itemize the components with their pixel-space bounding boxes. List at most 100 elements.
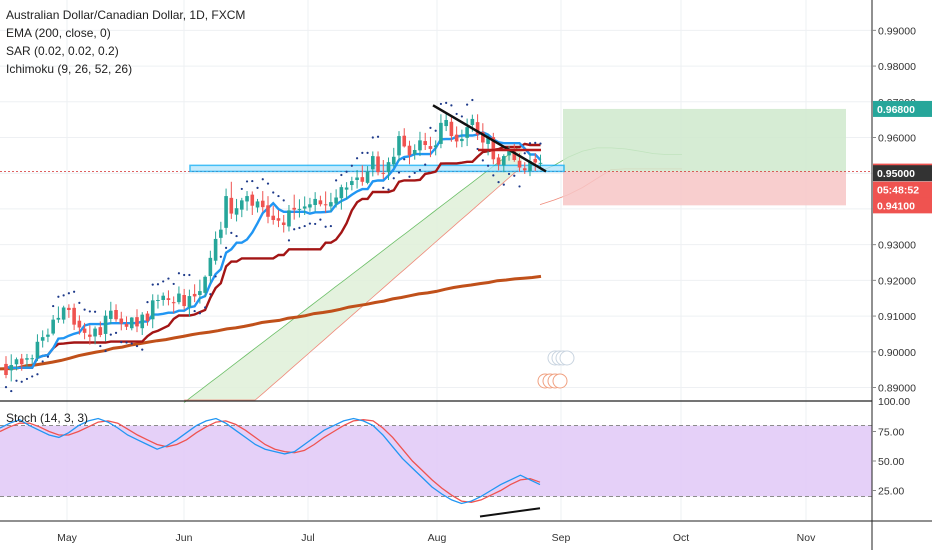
sar-dot	[434, 129, 437, 132]
sar-dot	[471, 98, 474, 102]
candle-down	[376, 156, 380, 173]
candle-up	[35, 341, 40, 358]
candle-up	[350, 181, 354, 185]
sar-dot	[298, 226, 301, 229]
sar-dot	[198, 312, 201, 315]
price-badge-label: 0.95000	[877, 168, 915, 180]
sar-dot	[319, 218, 322, 221]
candle-down	[496, 157, 501, 165]
time-tick-label: Jun	[176, 532, 193, 544]
price-tick-label: 0.92000	[878, 275, 916, 287]
candle-up	[156, 300, 160, 301]
sar-dot	[230, 231, 233, 234]
time-tick-label: Oct	[673, 532, 689, 544]
candle-up	[224, 196, 228, 228]
price-badge	[873, 197, 932, 214]
candle-down	[77, 320, 82, 328]
sar-dot	[25, 377, 29, 381]
price-tick-label: 0.99000	[878, 25, 916, 37]
candle-up	[203, 276, 207, 293]
stoch-d-line	[0, 419, 541, 503]
candle-down	[19, 358, 24, 365]
sar-dot	[424, 163, 427, 166]
candle-down	[250, 194, 255, 206]
sar-dot	[130, 342, 133, 345]
sar-dot	[125, 341, 128, 344]
candle-down	[323, 204, 328, 206]
sar-dot	[272, 191, 275, 194]
candle-up	[486, 137, 490, 144]
stoch-legend[interactable]: Stoch (14, 3, 3)	[6, 411, 89, 425]
candle-up	[391, 156, 396, 165]
candle-up	[460, 138, 464, 142]
candle-up	[528, 161, 532, 172]
sar-dot	[57, 295, 60, 298]
sar-dot	[172, 282, 175, 286]
sar-dot	[266, 182, 270, 185]
ichimoku-legend[interactable]: Ichimoku (9, 26, 52, 26)	[6, 62, 133, 76]
candle-up	[213, 238, 218, 261]
sar-dot	[324, 225, 327, 228]
candle-up	[397, 136, 401, 156]
symbol-title[interactable]: Australian Dollar/Canadian Dollar, 1D, F…	[6, 8, 246, 22]
sar-dot	[366, 151, 369, 154]
sar-dot	[455, 112, 458, 116]
sar-dot	[518, 185, 521, 188]
sar-dot	[523, 152, 526, 155]
candle-up	[308, 204, 312, 208]
candle-down	[292, 207, 296, 210]
sar-dot	[413, 171, 416, 174]
candle-up	[14, 359, 19, 365]
sar-dot	[93, 310, 97, 313]
sar-dot	[209, 293, 212, 296]
sar-dot	[62, 294, 65, 297]
sar-dot	[240, 187, 243, 191]
sar-dot	[303, 224, 306, 228]
candle-up	[51, 319, 55, 334]
sar-dot	[46, 355, 50, 358]
sar-dot	[466, 103, 469, 106]
sar-dot	[450, 104, 453, 107]
candle-up	[334, 197, 338, 204]
sar-dot	[256, 186, 259, 189]
sar-dot	[460, 115, 463, 118]
candle-up	[234, 208, 239, 215]
sar-dot	[513, 174, 516, 177]
sar-dot	[439, 102, 443, 106]
candle-down	[171, 302, 176, 304]
stoch-divergence-line	[479, 507, 541, 518]
time-tick-label: Jul	[301, 532, 314, 544]
sar-legend[interactable]: SAR (0.02, 0.02, 0.2)	[6, 44, 119, 58]
candle-down	[166, 298, 171, 300]
stoch-tick-label: 100.00	[878, 396, 910, 408]
candle-down	[533, 158, 538, 163]
sar-dot	[109, 333, 112, 336]
event-flag-icon	[559, 350, 575, 366]
sar-dot	[156, 283, 160, 286]
candle-down	[481, 132, 485, 143]
candle-up	[444, 120, 448, 127]
candle-down	[119, 318, 124, 324]
candle-up	[386, 162, 391, 173]
candle-up	[56, 317, 61, 320]
stoch-tick-label: 50.00	[878, 456, 904, 468]
sar-dot	[88, 310, 91, 313]
sar-dot	[219, 255, 222, 258]
candle-up	[161, 295, 165, 300]
sar-dot	[193, 309, 196, 313]
candle-up	[150, 300, 155, 320]
candle-up	[245, 196, 249, 202]
ema-legend[interactable]: EMA (200, close, 0)	[6, 26, 111, 40]
candle-down	[512, 151, 517, 160]
candle-up	[129, 317, 134, 329]
candle-down	[517, 160, 522, 168]
profit-target-zone	[563, 108, 846, 172]
candle-up	[46, 334, 50, 337]
candle-up	[418, 140, 422, 151]
candle-up	[339, 187, 344, 199]
stop-loss-zone	[563, 171, 846, 206]
candle-down	[135, 317, 139, 327]
sar-dot	[261, 178, 264, 181]
candle-down	[402, 135, 407, 147]
